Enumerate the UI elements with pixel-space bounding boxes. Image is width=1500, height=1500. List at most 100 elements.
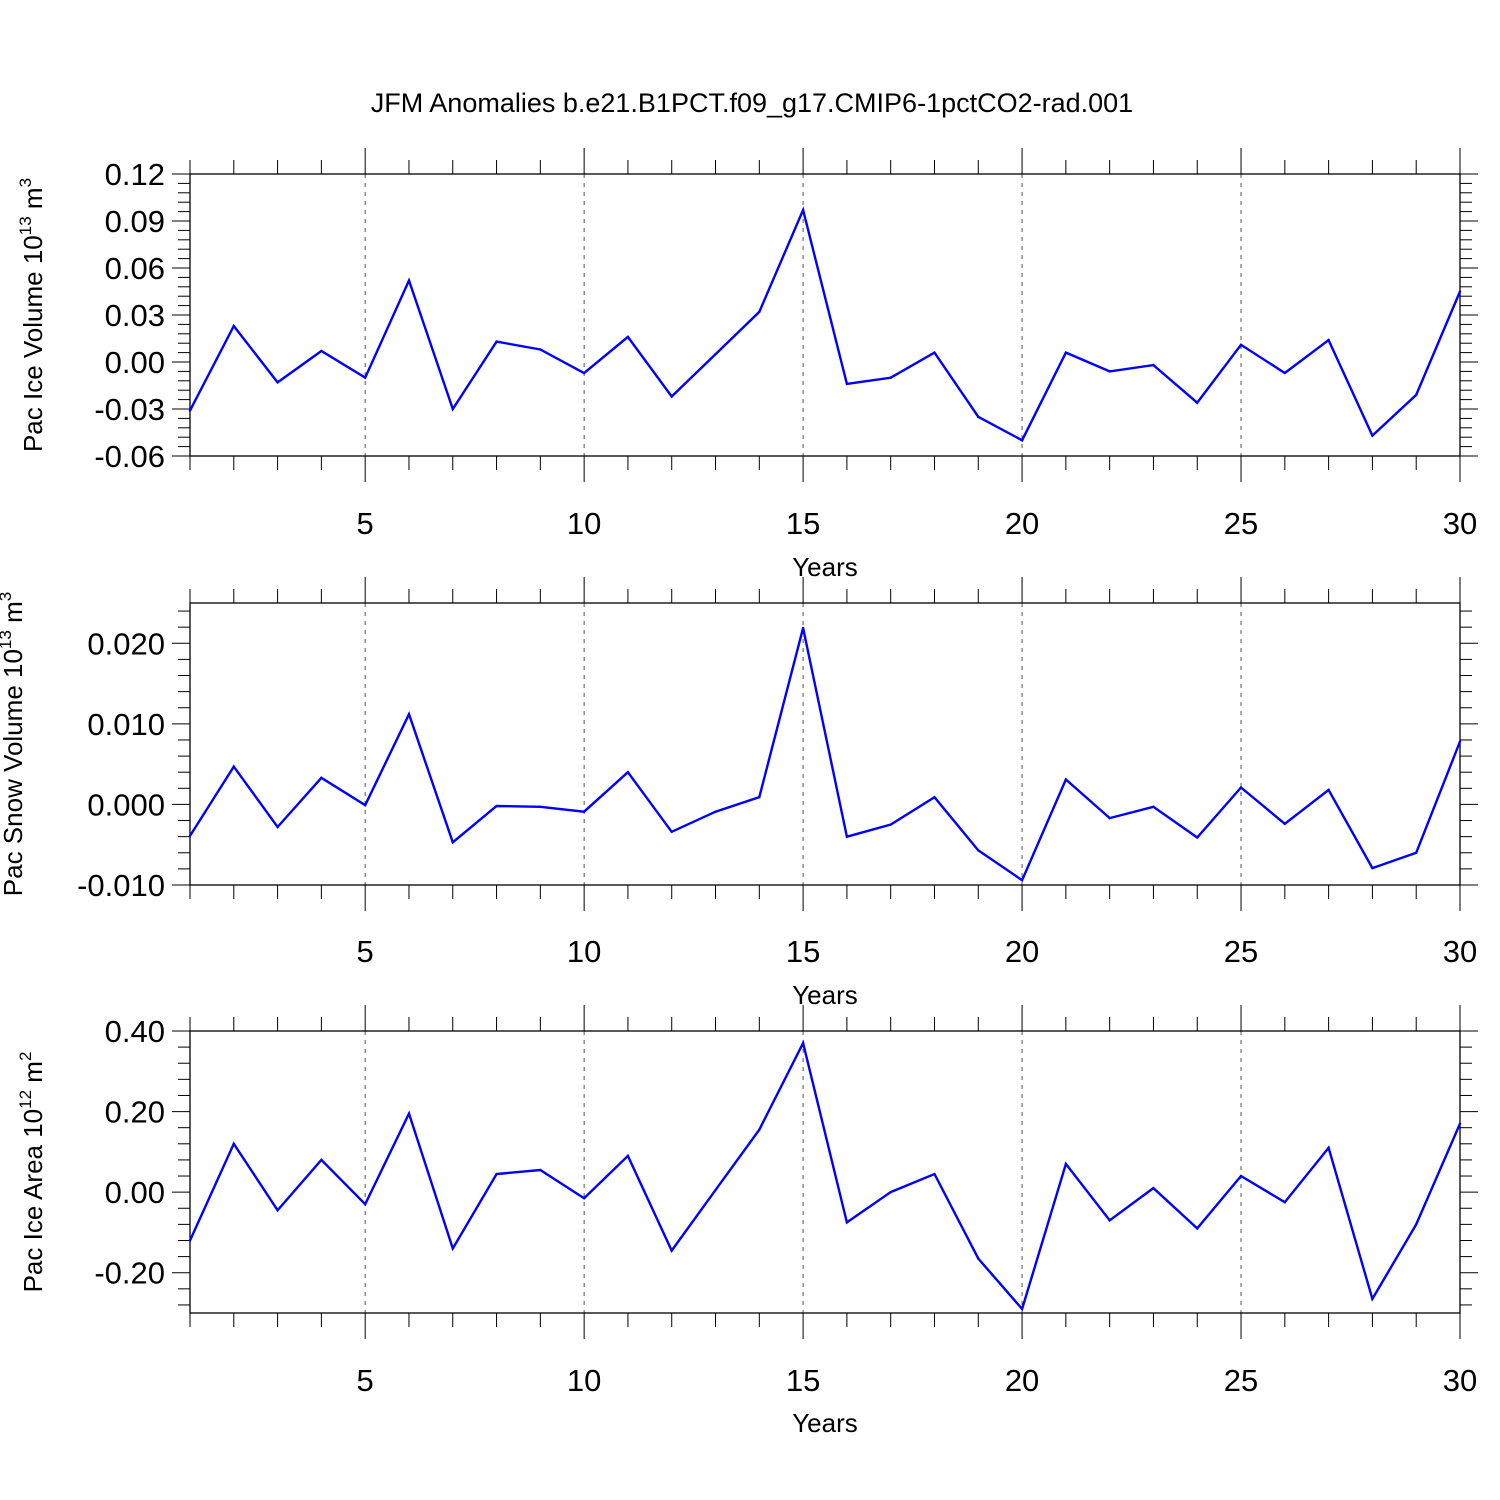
y-axis-label-exponent: 12: [16, 1090, 35, 1109]
y-axis-label-text: Pac Ice Area 10: [18, 1109, 48, 1293]
x-tick-label: 15: [786, 934, 820, 969]
y-axis-label: Pac Ice Area 1012 m2: [16, 1052, 48, 1293]
data-point: [1371, 434, 1374, 437]
y-tick-label: 0.020: [87, 626, 165, 661]
data-point: [758, 310, 761, 314]
x-tick-label: 15: [786, 1363, 820, 1398]
data-point: [889, 823, 892, 826]
data-point: [933, 795, 936, 799]
data-point: [670, 1249, 673, 1252]
y-axis-label-unit-exponent: 3: [16, 178, 35, 187]
data-point: [1415, 393, 1418, 397]
data-point: [276, 825, 279, 829]
data-point: [1415, 851, 1418, 854]
data-point: [670, 830, 673, 834]
data-point: [582, 1196, 586, 1200]
data-point: [1458, 290, 1462, 293]
x-tick-label: 30: [1443, 506, 1477, 541]
x-axis-label: Years: [792, 552, 858, 582]
data-point: [451, 407, 454, 411]
y-tick-label: 0.00: [105, 1175, 165, 1210]
data-point: [188, 834, 192, 838]
data-point: [188, 1239, 192, 1242]
data-point: [801, 626, 805, 630]
x-tick-label: 25: [1224, 1363, 1258, 1398]
data-point: [188, 409, 192, 412]
data-point: [320, 1158, 323, 1162]
data-point: [1327, 788, 1330, 792]
data-point: [320, 776, 323, 780]
y-axis-label: Pac Ice Volume 1013 m3: [16, 178, 48, 452]
y-axis-label-text: Pac Ice Volume 10: [18, 235, 48, 452]
data-point: [1239, 1174, 1243, 1178]
data-point: [276, 381, 279, 384]
y-tick-label: -0.03: [94, 392, 165, 427]
data-point: [1064, 778, 1068, 781]
data-point: [582, 371, 586, 375]
x-tick-label: 20: [1005, 934, 1039, 969]
data-point: [320, 349, 323, 353]
y-tick-label: 0.20: [105, 1095, 165, 1130]
series-line: [188, 206, 1462, 442]
data-point: [539, 805, 542, 809]
plot-frame: [189, 602, 1461, 886]
y-axis-label-text: Pac Snow Volume 10: [0, 649, 28, 896]
x-tick-label: 10: [567, 506, 601, 541]
data-point: [1283, 1201, 1287, 1204]
x-tick-label: 25: [1224, 506, 1258, 541]
data-point: [977, 849, 980, 852]
data-point: [977, 415, 980, 419]
y-axis-label: Pac Snow Volume 1013 m3: [0, 592, 28, 896]
chart-panel-2: 0.020 0.010 0.000 -0.010 5 10 15 20 25 30 Years Pac…: [0, 577, 1478, 1010]
y-axis-label-unit: m: [0, 601, 28, 630]
data-point: [758, 795, 761, 799]
plot-frame: [189, 1030, 1461, 1314]
data-point: [1458, 1122, 1462, 1125]
data-point: [714, 1188, 717, 1192]
y-axis-label-unit: m: [18, 187, 48, 216]
data-point: [714, 810, 717, 813]
x-tick-label: 30: [1443, 1363, 1477, 1398]
x-axis-label: Years: [792, 1408, 858, 1438]
data-point: [845, 1221, 849, 1224]
series-line: [188, 1039, 1462, 1312]
data-point: [1020, 439, 1024, 442]
data-point: [495, 340, 498, 343]
data-point: [1064, 1162, 1068, 1166]
data-point: [495, 1172, 498, 1176]
data-point: [889, 1190, 892, 1194]
data-point: [451, 1247, 454, 1250]
data-point: [1283, 822, 1287, 825]
data-point: [626, 1154, 630, 1158]
data-point: [758, 1128, 761, 1131]
data-point: [495, 804, 498, 808]
data-point: [1371, 1297, 1374, 1301]
data-point: [626, 771, 630, 774]
data-point: [1239, 786, 1243, 789]
chart-title: JFM Anomalies b.e21.B1PCT.f09_g17.CMIP6-…: [371, 88, 1133, 118]
data-point: [1239, 343, 1243, 346]
data-point: [1371, 866, 1374, 870]
y-tick-label: -0.010: [77, 868, 165, 903]
data-point: [1283, 371, 1287, 375]
y-tick-label: 0.06: [105, 251, 165, 286]
data-point: [1415, 1223, 1418, 1226]
data-point: [582, 810, 586, 813]
x-tick-label: 10: [567, 934, 601, 969]
data-point: [1458, 740, 1462, 743]
data-point: [1196, 1227, 1199, 1230]
data-point: [407, 279, 411, 282]
data-point: [1327, 338, 1330, 342]
y-axis-label-unit-exponent: 3: [0, 592, 15, 601]
y-tick-label: 0.12: [105, 157, 165, 192]
y-axis-label-exponent: 13: [0, 630, 15, 649]
y-tick-label: 0.00: [105, 345, 165, 380]
data-point: [933, 1172, 936, 1176]
series-line: [188, 627, 1462, 883]
y-tick-label: 0.40: [105, 1014, 165, 1049]
data-point: [801, 208, 805, 212]
x-tick-label: 10: [567, 1363, 601, 1398]
data-point: [407, 1112, 411, 1115]
x-tick-label: 5: [357, 1363, 374, 1398]
